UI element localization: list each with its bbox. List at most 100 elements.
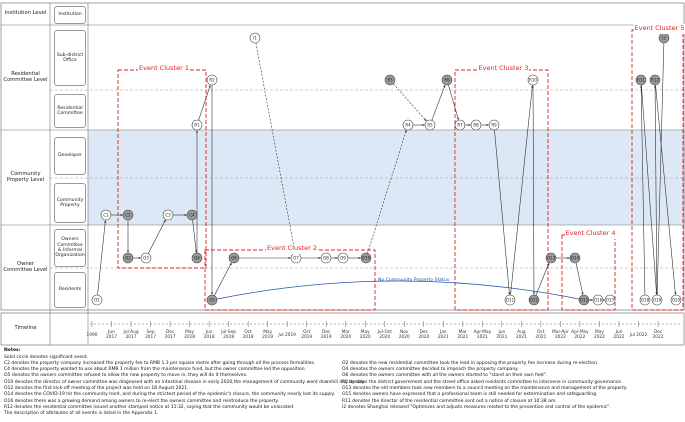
cluster-label: Event Cluster 1 <box>138 64 190 74</box>
node-label: R8 <box>473 122 479 127</box>
node-label: O20 <box>672 297 681 302</box>
level-label: Institution Level <box>4 10 47 17</box>
timeline-label: Apr-May 2022 <box>571 330 589 340</box>
edge <box>148 219 166 254</box>
event-node <box>100 209 112 221</box>
timeline-label: Jul-Aug 2017 <box>123 330 139 340</box>
timeline-label: Oct 2019 <box>301 330 313 340</box>
event-node <box>191 252 203 264</box>
edge <box>448 84 460 120</box>
event-node <box>402 119 414 131</box>
cluster-label: Event Cluster 2 <box>266 244 318 254</box>
event-node <box>527 74 539 86</box>
event-node <box>162 209 174 221</box>
node-label: R10 <box>529 77 537 82</box>
note-line: O6 denotes the owners committee with all… <box>342 373 548 379</box>
timeline-label: Jun 2017 <box>106 330 117 340</box>
node-label: O14 <box>571 255 580 260</box>
edge <box>535 262 550 296</box>
node-label: O7 <box>293 255 299 260</box>
timeline-label: May 2018 <box>184 330 196 340</box>
event-node <box>651 294 663 306</box>
event-node <box>424 119 436 131</box>
event-node <box>639 294 651 306</box>
event-node <box>140 252 152 264</box>
event-node <box>360 252 372 264</box>
event-node <box>670 294 682 306</box>
status-arc <box>211 280 585 301</box>
event-node <box>454 119 466 131</box>
timeline-label: Jun 2018 <box>203 330 215 340</box>
node-label: O2 <box>125 255 131 260</box>
node-label: O6 <box>231 255 237 260</box>
edge <box>431 84 446 121</box>
edge <box>198 85 211 121</box>
event-node <box>206 74 218 86</box>
timeline-label: Jan 2021 <box>437 330 449 340</box>
edge <box>639 85 646 296</box>
edge <box>510 85 534 296</box>
note-line: R12 denotes the residential committee is… <box>4 404 295 410</box>
event-node <box>186 209 198 221</box>
edge <box>575 262 584 295</box>
node-label: O17 <box>606 297 615 302</box>
cluster-label: Event Cluster 4 <box>564 229 617 239</box>
node-label: O16 <box>594 297 603 302</box>
timeline-label: Jun 2021 <box>496 330 508 340</box>
node-label: R5 <box>427 122 433 127</box>
sublevel-label: Community Property <box>54 183 86 223</box>
node-label: O15 <box>580 297 589 302</box>
node-label: O8 <box>323 255 329 260</box>
node-label: R12 <box>651 77 659 82</box>
event-node <box>91 294 103 306</box>
node-label: R1 <box>194 122 200 127</box>
timeline-label: Jul 2022 <box>629 332 648 338</box>
note-line: O2 denotes the new residential committee… <box>342 360 599 366</box>
note-line: C4 denotes the property wanted to use ab… <box>4 367 307 373</box>
timeline-label: Sep 2017 <box>145 330 157 340</box>
level-label: Timeline <box>14 325 37 332</box>
sublevel-label: Developer <box>54 137 86 175</box>
event-node <box>504 294 516 306</box>
timeline-label: Jul 2019 <box>278 332 296 338</box>
timeline-label: 1990 <box>86 332 98 338</box>
note-line: O5 denotes the owners committee refused … <box>4 373 248 379</box>
status-label: No Community Property Status <box>378 278 450 284</box>
node-label: C2 <box>125 212 131 217</box>
cluster-label: Event Cluster 5 <box>633 24 685 34</box>
node-label: O13 <box>547 255 556 260</box>
node-label: O4 <box>194 255 200 260</box>
timeline-label: Oct 2018 <box>242 330 254 340</box>
timeline-label: Jun 2022 <box>613 330 625 340</box>
event-node <box>578 294 590 306</box>
edge <box>494 129 511 295</box>
edge <box>656 42 665 295</box>
note-line: I2 denotes Shanghai released "Optimizes … <box>342 404 611 410</box>
event-node <box>649 74 661 86</box>
note-line: O16 denotes there was a growing demand a… <box>4 398 279 404</box>
timeline-label: Dec 2020 <box>418 330 430 340</box>
event-node <box>569 252 581 264</box>
note-line: O14 denotes the COVID-19 hit the communi… <box>4 392 335 398</box>
timeline-label: Aug 2021 <box>515 330 527 340</box>
node-label: R4 <box>405 122 411 127</box>
event-node <box>122 209 134 221</box>
node-label: R3 <box>387 77 393 82</box>
node-label: I2 <box>662 35 666 40</box>
event-node <box>206 294 218 306</box>
node-label: I1 <box>253 35 257 40</box>
timeline-label: Jul-Oct 2020 <box>377 330 392 340</box>
event-node <box>545 252 557 264</box>
note-line: O10 denotes the director of owner commit… <box>4 379 366 385</box>
event-node <box>635 74 647 86</box>
node-label: O18 <box>641 297 650 302</box>
timeline-label: Mar 2020 <box>340 330 352 340</box>
timeline-label: Oct 2021 <box>535 330 547 340</box>
note-line: R5 denotes the district government and t… <box>342 379 623 385</box>
timeline-label: Nov 2020 <box>398 330 410 340</box>
edge <box>641 84 658 295</box>
notes-title: Notes: <box>4 348 21 353</box>
node-label: R9 <box>491 122 497 127</box>
